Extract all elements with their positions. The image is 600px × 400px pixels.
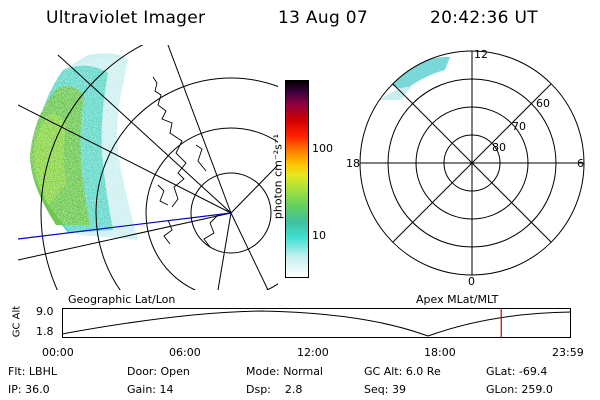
colorbar-tick-10: 10 bbox=[312, 229, 326, 242]
status-gain: Gain: 14 bbox=[127, 383, 174, 396]
aurora-speckle bbox=[30, 56, 143, 246]
status-gc-alt: GC Alt: 6.0 Re bbox=[364, 365, 441, 378]
status-door: Door: Open bbox=[127, 365, 190, 378]
altitude-curve bbox=[62, 310, 572, 337]
polar-aurora-patch bbox=[390, 56, 450, 90]
timeline-xtick-1800: 18:00 bbox=[424, 346, 456, 359]
status-dsp: Dsp: 2.8 bbox=[246, 383, 303, 396]
timeline-xtick-0600: 06:00 bbox=[169, 346, 201, 359]
time-label: 20:42:36 UT bbox=[430, 8, 538, 28]
geographic-image bbox=[18, 45, 278, 290]
status-ip: IP: 36.0 bbox=[8, 383, 50, 396]
timeline-xtick-1200: 12:00 bbox=[297, 346, 329, 359]
geographic-panel-label: Geographic Lat/Lon bbox=[68, 293, 176, 306]
apex-panel-label: Apex MLat/MLT bbox=[416, 293, 499, 306]
mlat-label-60: 60 bbox=[536, 97, 550, 110]
mlt-label-6: 6 bbox=[577, 157, 584, 170]
timeline-ylabel: GC Alt bbox=[11, 305, 23, 338]
mlt-label-18: 18 bbox=[346, 157, 360, 170]
timeline-xtick-2359: 23:59 bbox=[552, 346, 584, 359]
status-mode: Mode: Normal bbox=[246, 365, 323, 378]
mlt-label-0: 0 bbox=[468, 275, 475, 288]
orbit-track-line bbox=[18, 212, 232, 240]
colorbar-unit-label: photon cm⁻²s⁻¹ bbox=[271, 133, 285, 220]
status-glat: GLat: -69.4 bbox=[486, 365, 548, 378]
status-seq: Seq: 39 bbox=[364, 383, 406, 396]
polar-plot bbox=[359, 50, 585, 276]
mlat-label-80: 80 bbox=[492, 141, 506, 154]
instrument-title: Ultraviolet Imager bbox=[46, 8, 206, 28]
colorbar bbox=[285, 80, 309, 278]
timeline-ytick-low: 1.8 bbox=[36, 325, 54, 338]
status-glon: GLon: 259.0 bbox=[486, 383, 553, 396]
timeline-ytick-high: 9.0 bbox=[36, 305, 54, 318]
status-filter: Flt: LBHL bbox=[8, 365, 57, 378]
mlt-label-12: 12 bbox=[474, 48, 488, 61]
altitude-timeline bbox=[62, 308, 572, 338]
date-label: 13 Aug 07 bbox=[278, 8, 368, 28]
mlat-label-70: 70 bbox=[512, 120, 526, 133]
timeline-xtick-0000: 00:00 bbox=[42, 346, 74, 359]
colorbar-tick-100: 100 bbox=[312, 142, 333, 155]
coastline bbox=[152, 76, 219, 248]
